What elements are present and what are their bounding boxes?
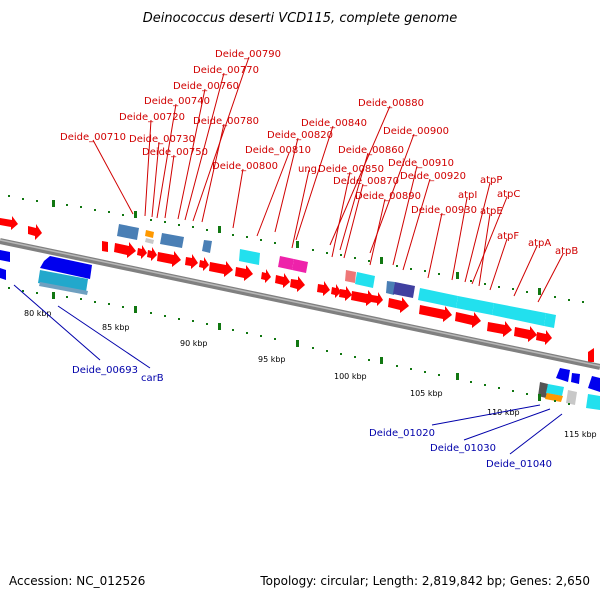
gene-label: Deide_00860 [338, 145, 404, 156]
gene-label: Deide_00770 [193, 65, 259, 76]
gene-label: Deide_00693 [72, 365, 138, 376]
gene-label: Deide_00730 [129, 134, 195, 145]
gene-label: Deide_00880 [358, 98, 424, 109]
kbp-label: 100 kbp [334, 372, 367, 381]
map-title: Deinococcus deserti VCD115, complete gen… [143, 11, 458, 26]
outer-tick-track [8, 195, 584, 303]
forward-gene-arrows [0, 216, 594, 362]
gene-label: Deide_00820 [267, 130, 333, 141]
gene-label: atpI [458, 190, 477, 201]
gene-label: Deide_00910 [388, 158, 454, 169]
gene-label: Deide_00740 [144, 96, 210, 107]
gene-label: atpF [497, 231, 519, 242]
inner-tick-track [8, 287, 570, 405]
bottom-label-leaders [13, 284, 563, 455]
gene-label: Deide_01040 [486, 459, 552, 470]
gene-label: Deide_00920 [400, 171, 466, 182]
gene-label: Deide_00930 [411, 205, 477, 216]
gene-label: atpC [497, 189, 520, 200]
kbp-label: 105 kbp [410, 389, 443, 398]
kbp-label: 85 kbp [102, 323, 130, 332]
gene-label: Deide_00890 [355, 191, 421, 202]
gene-label: Deide_00900 [383, 126, 449, 137]
gene-label: atpA [528, 238, 551, 249]
gene-label: ung [298, 164, 317, 175]
gene-label: Deide_00840 [301, 118, 367, 129]
gene-label: Deide_00850 [318, 164, 384, 175]
gene-label: Deide_00780 [193, 116, 259, 127]
gene-label: Deide_00720 [119, 112, 185, 123]
genome-backbone [0, 238, 600, 370]
kbp-label: 90 kbp [180, 339, 208, 348]
gene-label: Deide_00710 [60, 132, 126, 143]
top-gene-labels: Deide_00790 Deide_00770 Deide_00760 Deid… [60, 49, 578, 257]
gene-label: Deide_01020 [369, 428, 435, 439]
upper-feature-boxes [117, 224, 556, 328]
kbp-label: 80 kbp [24, 309, 52, 318]
gene-label: Deide_00810 [245, 145, 311, 156]
kbp-label: 95 kbp [258, 355, 286, 364]
kbp-scale-labels: 80 kbp 85 kbp 90 kbp 95 kbp 100 kbp 105 … [24, 309, 597, 439]
gene-label: atpE [480, 206, 503, 217]
gene-label: atpB [555, 246, 578, 257]
bottom-gene-labels: Deide_00693 carB Deide_01020 Deide_01030… [72, 365, 552, 470]
gene-label: atpP [480, 175, 502, 186]
top-label-leaders [92, 56, 564, 303]
gene-label: carB [141, 373, 164, 384]
gene-label: Deide_00790 [215, 49, 281, 60]
gene-label: Deide_01030 [430, 443, 496, 454]
topology-text: Topology: circular; Length: 2,819,842 bp… [259, 574, 590, 588]
kbp-label: 110 kbp [487, 408, 520, 417]
accession-text: Accession: NC_012526 [9, 574, 145, 588]
reverse-gene-arrows [0, 250, 600, 410]
gene-label: Deide_00870 [333, 176, 399, 187]
gene-label: Deide_00800 [212, 161, 278, 172]
gene-label: Deide_00760 [173, 81, 239, 92]
gene-label: Deide_00750 [142, 147, 208, 158]
kbp-label: 115 kbp [564, 430, 597, 439]
